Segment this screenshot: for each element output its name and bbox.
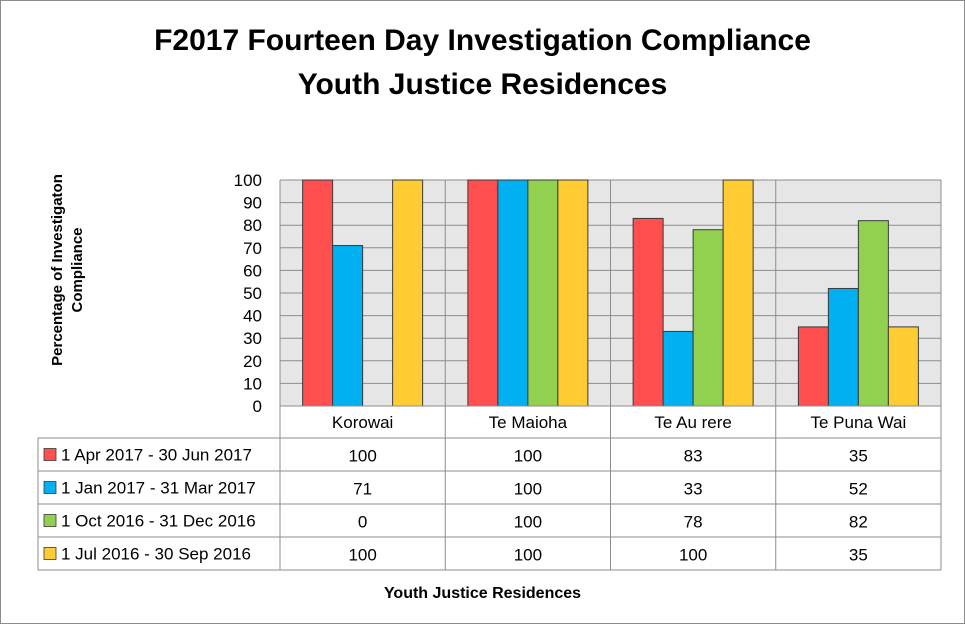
y-tick-label: 100 xyxy=(234,171,262,190)
data-label: 100 xyxy=(348,447,376,466)
data-label: 100 xyxy=(514,447,542,466)
bar xyxy=(722,179,754,407)
data-label: 100 xyxy=(514,513,542,532)
data-label: 100 xyxy=(348,546,376,565)
legend-label: 1 Oct 2016 - 31 Dec 2016 xyxy=(61,512,256,531)
y-tick-label: 30 xyxy=(243,329,262,348)
data-label: 100 xyxy=(679,546,707,565)
legend-label: 1 Jan 2017 - 31 Mar 2017 xyxy=(61,479,256,498)
category-label: Korowai xyxy=(332,413,393,432)
chart-subtitle: Youth Justice Residences xyxy=(297,68,668,101)
bar xyxy=(857,220,889,407)
category-label: Te Au rere xyxy=(654,413,732,432)
y-tick-label: 80 xyxy=(243,216,262,235)
bar xyxy=(557,179,589,407)
bar xyxy=(527,179,559,407)
data-label: 100 xyxy=(514,546,542,565)
bar xyxy=(467,179,499,407)
bar xyxy=(827,287,859,407)
data-label: 0 xyxy=(358,513,367,532)
bar xyxy=(632,217,664,407)
y-tick-label: 10 xyxy=(243,374,262,393)
chart-title: F2017 Fourteen Day Investigation Complia… xyxy=(154,24,811,57)
data-label: 100 xyxy=(514,480,542,499)
data-label: 35 xyxy=(849,447,868,466)
data-label: 83 xyxy=(684,447,703,466)
bar xyxy=(332,245,364,407)
data-label: 82 xyxy=(849,513,868,532)
data-label: 33 xyxy=(684,480,703,499)
y-tick-label: 20 xyxy=(243,352,262,371)
category-label: Te Puna Wai xyxy=(811,413,907,432)
y-tick-label: 40 xyxy=(243,307,262,326)
data-label: 35 xyxy=(849,546,868,565)
bar xyxy=(887,326,919,407)
y-tick-label: 90 xyxy=(243,194,262,213)
y-tick-label: 0 xyxy=(253,397,262,416)
data-label: 78 xyxy=(684,513,703,532)
y-tick-label: 70 xyxy=(243,239,262,258)
legend-swatch xyxy=(43,448,57,461)
bar xyxy=(497,179,529,407)
bar xyxy=(662,330,694,407)
bar xyxy=(302,179,334,407)
legend-label: 1 Apr 2017 - 30 Jun 2017 xyxy=(61,446,252,465)
data-label: 52 xyxy=(849,480,868,499)
legend-label: 1 Jul 2016 - 30 Sep 2016 xyxy=(61,545,251,564)
data-label: 71 xyxy=(353,480,372,499)
legend-swatch xyxy=(43,481,57,494)
bar xyxy=(392,179,424,407)
x-axis-label: Youth Justice Residences xyxy=(383,585,582,602)
bar xyxy=(797,326,829,407)
legend-swatch xyxy=(43,514,57,527)
category-label: Te Maioha xyxy=(489,413,568,432)
bar xyxy=(692,229,724,407)
legend-swatch xyxy=(43,547,57,560)
y-tick-label: 60 xyxy=(243,261,262,280)
y-tick-label: 50 xyxy=(243,284,262,303)
